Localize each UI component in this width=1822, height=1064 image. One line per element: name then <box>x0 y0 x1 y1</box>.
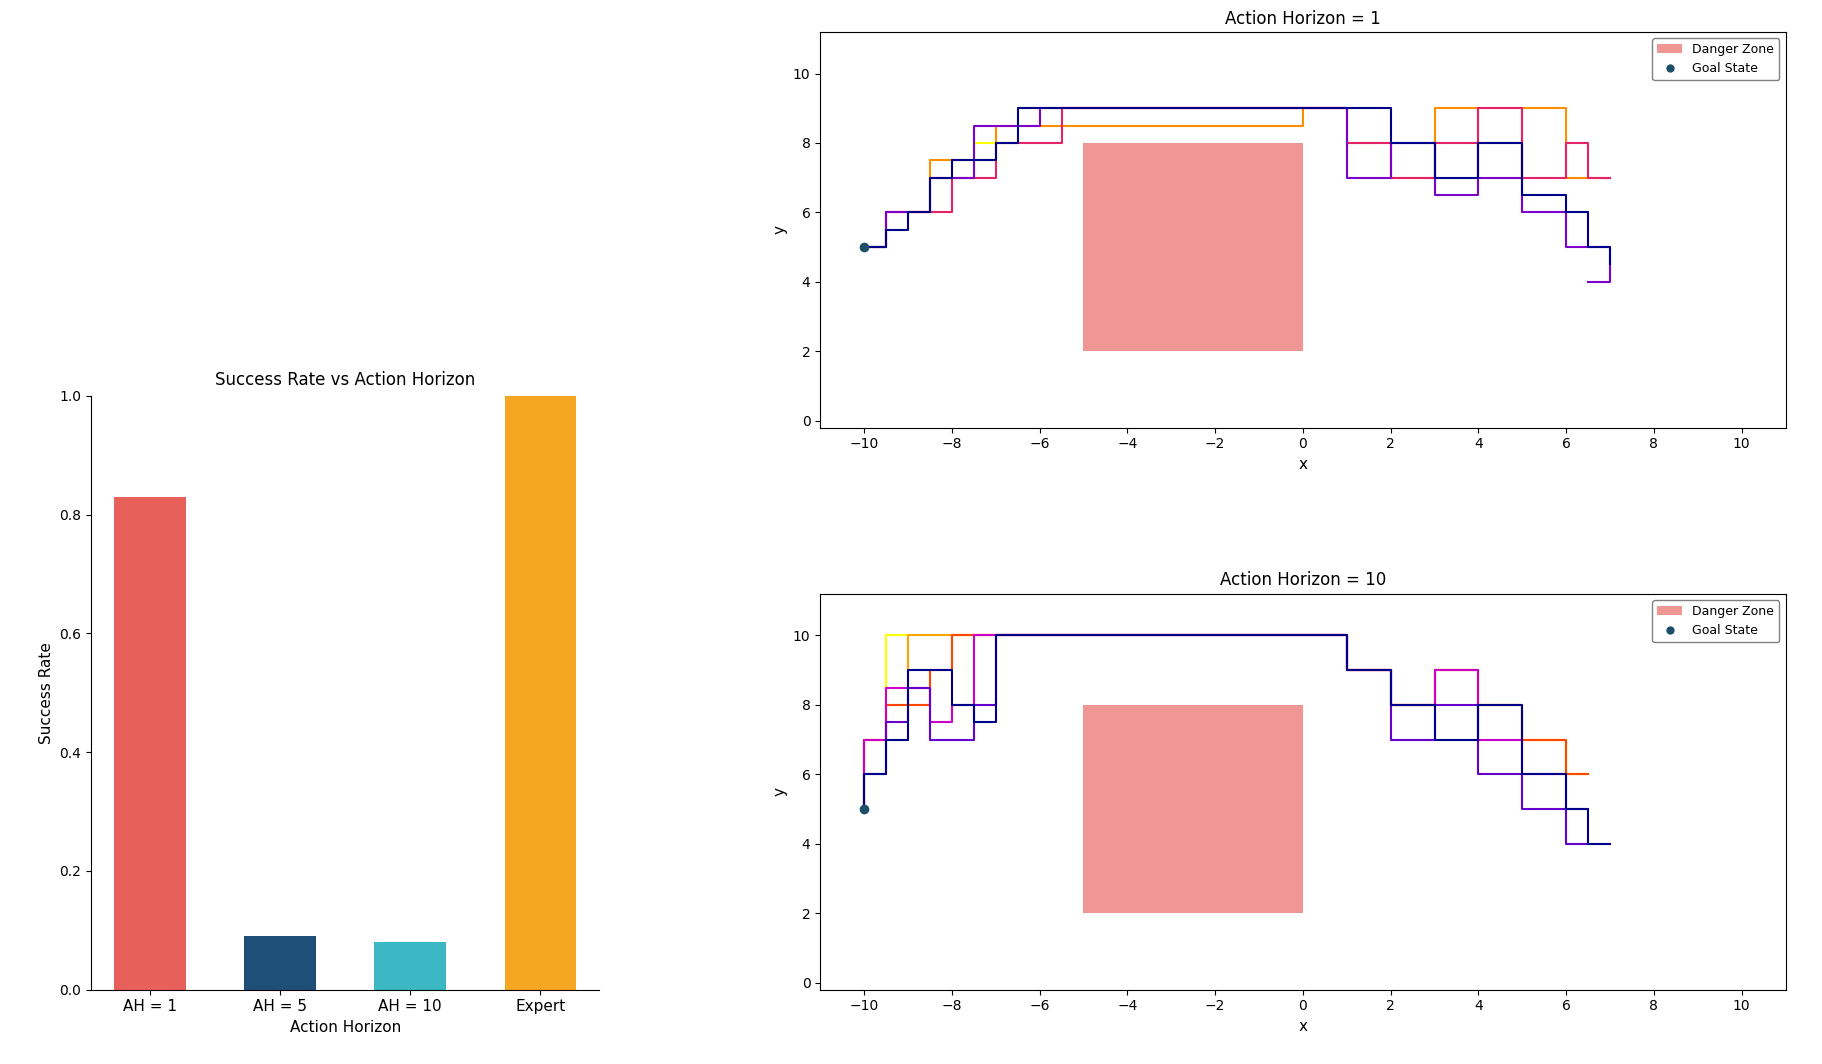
X-axis label: x: x <box>1299 1019 1308 1034</box>
Bar <box>115 497 186 990</box>
Legend: Danger Zone, Goal State: Danger Zone, Goal State <box>1653 600 1780 643</box>
Bar <box>374 942 446 990</box>
Y-axis label: y: y <box>773 787 787 796</box>
Title: Success Rate vs Action Horizon: Success Rate vs Action Horizon <box>215 370 476 388</box>
Y-axis label: y: y <box>773 226 787 234</box>
X-axis label: x: x <box>1299 456 1308 472</box>
Bar <box>1084 143 1303 351</box>
Title: Action Horizon = 10: Action Horizon = 10 <box>1219 571 1387 589</box>
Legend: Danger Zone, Goal State: Danger Zone, Goal State <box>1653 38 1780 81</box>
Bar <box>1084 704 1303 913</box>
Title: Action Horizon = 1: Action Horizon = 1 <box>1224 10 1381 28</box>
Bar <box>505 396 576 990</box>
Bar <box>244 936 315 990</box>
Y-axis label: Success Rate: Success Rate <box>38 642 55 744</box>
X-axis label: Action Horizon: Action Horizon <box>290 1019 401 1035</box>
